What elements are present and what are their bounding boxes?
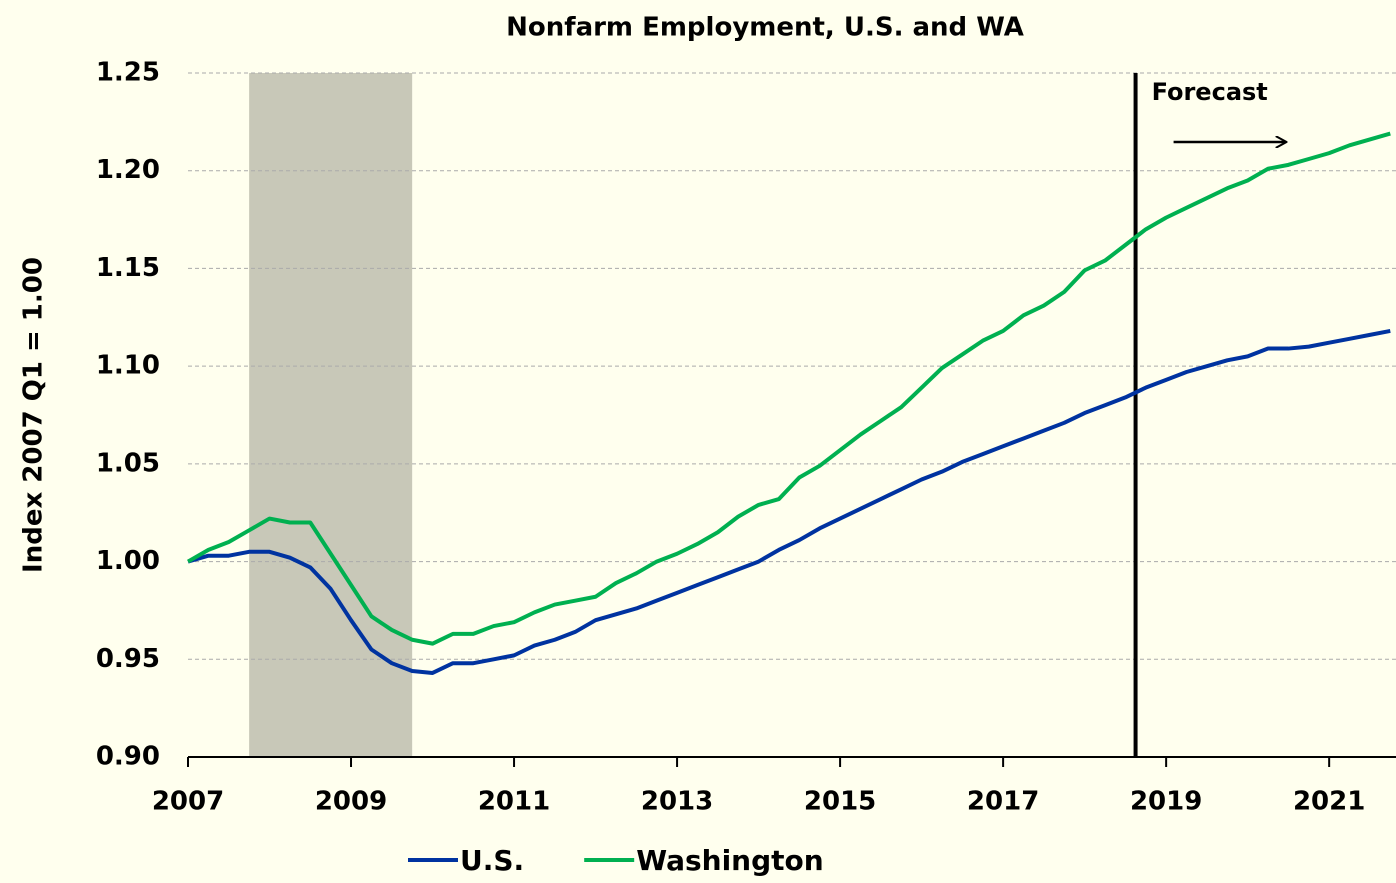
y-tick-label: 1.10 bbox=[96, 351, 160, 381]
y-tick-label: 1.25 bbox=[96, 58, 160, 88]
legend-label: U.S. bbox=[460, 844, 524, 877]
x-tick-label: 2007 bbox=[152, 787, 224, 817]
y-tick-label: 1.05 bbox=[96, 448, 160, 478]
x-tick-label: 2015 bbox=[804, 787, 876, 817]
chart-title: Nonfarm Employment, U.S. and WA bbox=[506, 13, 1024, 43]
annotation: Forecast bbox=[1152, 78, 1268, 106]
y-tick-label: 1.00 bbox=[96, 546, 160, 576]
x-tick-label: 2009 bbox=[315, 787, 387, 817]
y-tick-label: 1.20 bbox=[96, 155, 160, 185]
series-line bbox=[187, 329, 1391, 675]
y-tick-label: 0.95 bbox=[96, 644, 160, 674]
x-tick-label: 2011 bbox=[478, 787, 550, 817]
y-tick-label: 0.90 bbox=[96, 742, 160, 772]
x-tick-label: 2021 bbox=[1293, 787, 1365, 817]
x-tick-label: 2019 bbox=[1130, 787, 1202, 817]
recession-band bbox=[249, 73, 413, 757]
y-axis-label: Index 2007 Q1 = 1.00 bbox=[19, 257, 49, 573]
x-tick-label: 2013 bbox=[641, 787, 713, 817]
legend-label: Washington bbox=[636, 844, 824, 877]
x-tick-label: 2017 bbox=[967, 787, 1039, 817]
series-line bbox=[187, 131, 1391, 646]
y-tick-label: 1.15 bbox=[96, 253, 160, 283]
